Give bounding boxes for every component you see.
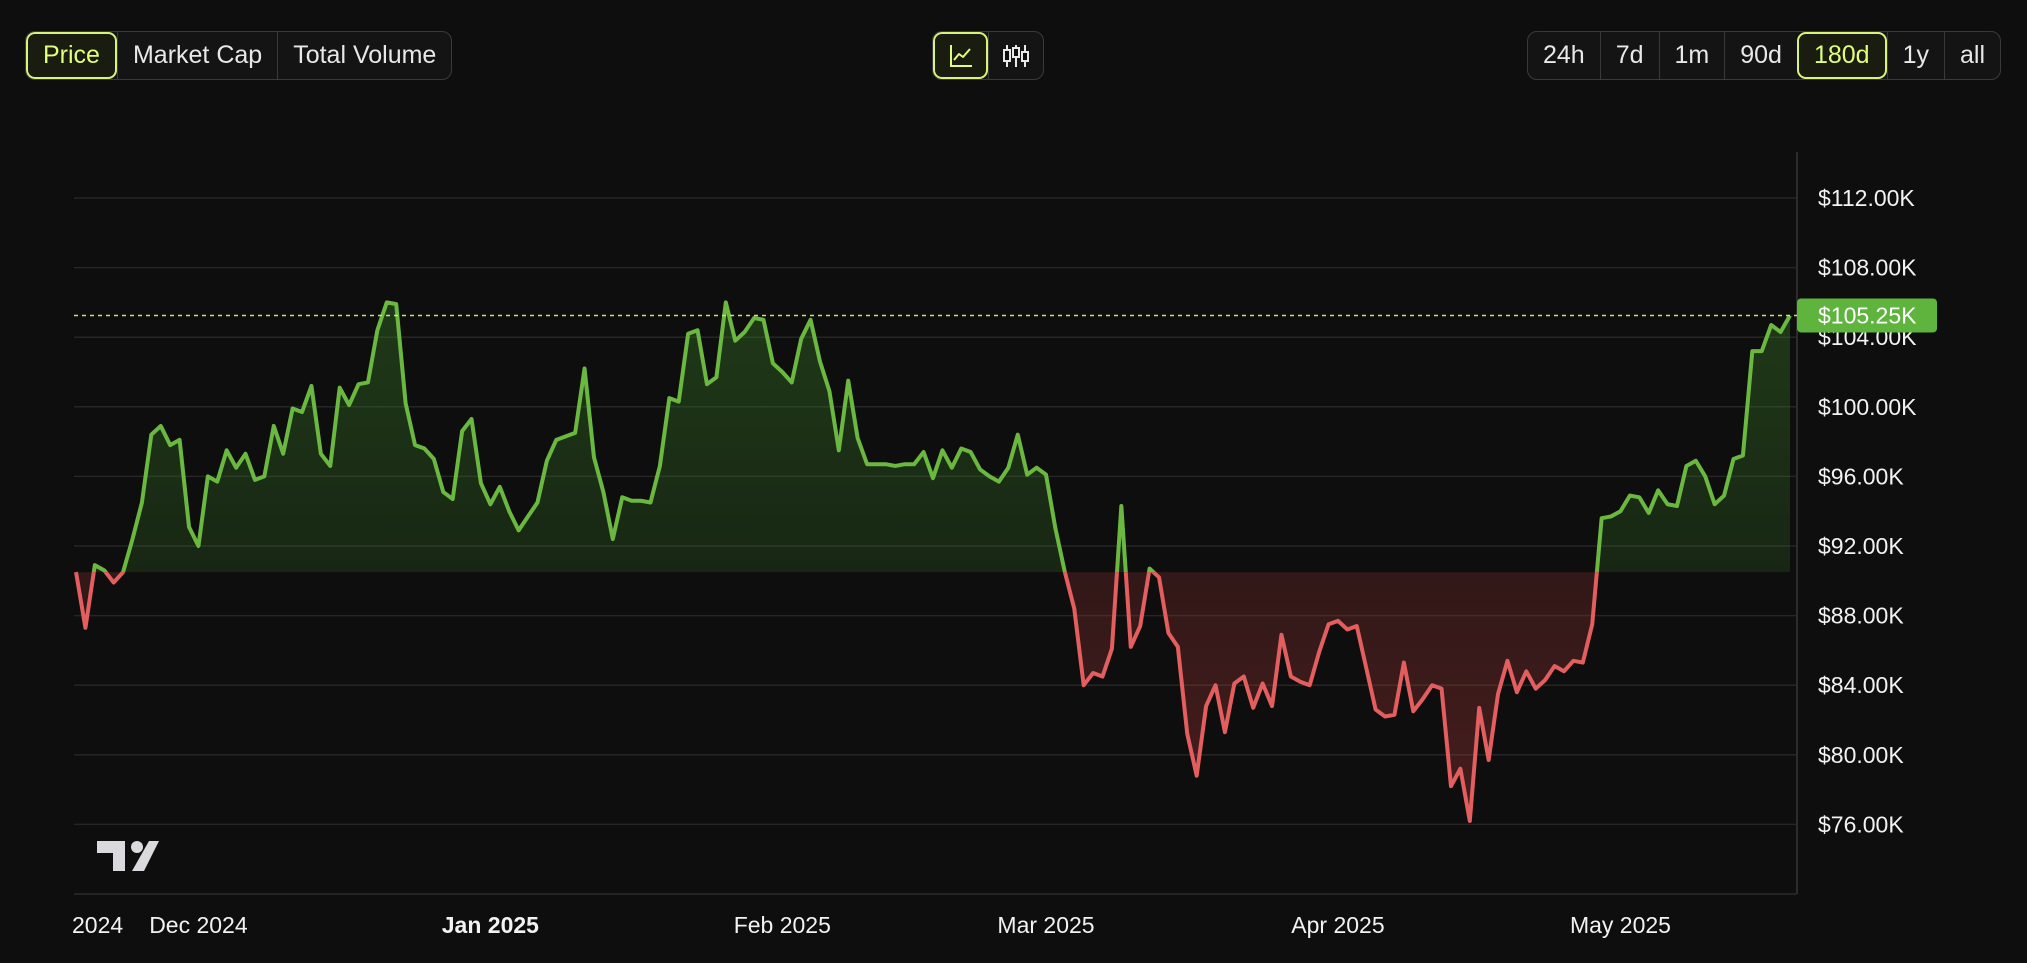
range-90d[interactable]: 90d <box>1724 32 1797 79</box>
range-1m[interactable]: 1m <box>1658 32 1725 79</box>
y-tick-label: $88.00K <box>1818 603 1904 629</box>
y-tick-label: $76.00K <box>1818 811 1904 837</box>
grid-lines <box>74 197 1797 895</box>
candlestick-button[interactable] <box>988 32 1043 79</box>
y-axis-labels: $112.00K$108.00K$104.00K$100.00K$96.00K$… <box>1818 185 1917 837</box>
range-tabs: 24h 7d 1m 90d 180d 1y all <box>1526 31 2001 80</box>
metric-tabs: Price Market Cap Total Volume <box>25 31 453 80</box>
y-tick-label: $80.00K <box>1818 742 1904 768</box>
range-1y[interactable]: 1y <box>1886 32 1944 79</box>
range-180d[interactable]: 180d <box>1796 32 1887 79</box>
line-chart-icon <box>949 44 972 67</box>
chart-type-toggle <box>932 31 1044 80</box>
x-tick-label: Jan 2025 <box>442 912 539 938</box>
current-price-badge: $105.25K <box>1797 298 1937 333</box>
x-tick-label: 2024 <box>72 912 123 938</box>
y-tick-label: $84.00K <box>1818 672 1904 698</box>
price-line-down <box>74 572 1599 823</box>
range-7d[interactable]: 7d <box>1599 32 1659 79</box>
area-fill-up <box>93 302 1790 573</box>
current-price-badge-bg <box>1797 298 1937 333</box>
current-price-label: $105.25K <box>1818 302 1917 328</box>
tradingview-logo <box>97 841 159 871</box>
x-tick-label: Apr 2025 <box>1291 912 1384 938</box>
x-axis-labels: 2024 Dec 2024 Jan 2025 Feb 2025 Mar 2025 Apr … <box>72 912 1671 938</box>
x-tick-label: Dec 2024 <box>149 912 248 938</box>
y-tick-label: $112.00K <box>1818 185 1915 211</box>
tab-market-cap[interactable]: Market Cap <box>116 32 277 79</box>
area-fill-down <box>76 572 1790 821</box>
price-line-up <box>76 300 1792 573</box>
x-tick-label: Feb 2025 <box>734 912 831 938</box>
tab-total-volume[interactable]: Total Volume <box>277 32 451 79</box>
line-chart-button[interactable] <box>933 32 988 79</box>
tab-price[interactable]: Price <box>26 32 117 79</box>
price-series <box>74 300 1792 823</box>
y-tick-label: $100.00K <box>1818 394 1917 420</box>
y-tick-label: $108.00K <box>1818 255 1917 281</box>
range-24h[interactable]: 24h <box>1542 41 1585 69</box>
x-tick-label: Mar 2025 <box>997 912 1094 938</box>
candlestick-icon <box>1003 44 1029 67</box>
y-tick-label: $92.00K <box>1818 533 1904 559</box>
range-all[interactable]: all <box>1943 32 2000 79</box>
y-tick-label: $96.00K <box>1818 463 1904 489</box>
x-tick-label: May 2025 <box>1570 912 1671 938</box>
